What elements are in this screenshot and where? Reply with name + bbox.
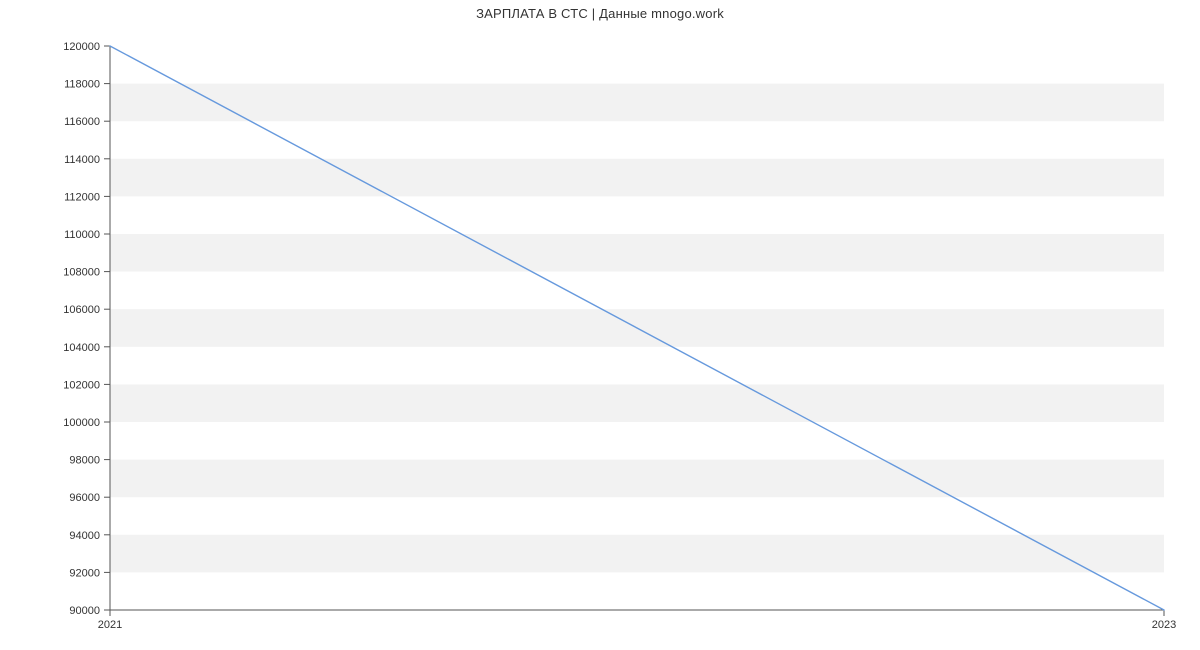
grid-band: [110, 159, 1164, 197]
grid-band: [110, 535, 1164, 573]
x-tick-label: 2021: [98, 619, 122, 631]
y-tick-label: 102000: [63, 379, 100, 391]
salary-line-chart: ЗАРПЛАТА В СТС | Данные mnogo.work 90000…: [0, 0, 1200, 650]
y-tick-label: 90000: [69, 605, 100, 617]
chart-svg: 90000 92000 94000 96000 98000 100000 102000 104…: [0, 0, 1200, 650]
y-tick-label: 104000: [63, 342, 100, 354]
grid-band: [110, 84, 1164, 122]
y-tick-label: 96000: [69, 492, 100, 504]
grid-band: [110, 234, 1164, 272]
y-tick-label: 100000: [63, 417, 100, 429]
grid-band: [110, 384, 1164, 422]
chart-title: ЗАРПЛАТА В СТС | Данные mnogo.work: [0, 6, 1200, 21]
y-tick-label: 120000: [63, 41, 100, 53]
y-tick-label: 110000: [64, 229, 100, 241]
y-tick-label: 116000: [64, 116, 100, 128]
y-tick-label: 108000: [63, 267, 100, 279]
grid-band: [110, 460, 1164, 498]
y-tick-label: 94000: [69, 530, 100, 542]
y-tick-label: 106000: [63, 304, 100, 316]
y-tick-label: 112000: [64, 191, 100, 203]
x-tick-label: 2023: [1152, 619, 1176, 631]
y-tick-label: 92000: [69, 567, 100, 579]
y-tick-label: 98000: [69, 455, 100, 467]
y-tick-label: 114000: [64, 154, 100, 166]
y-tick-label: 118000: [64, 79, 100, 91]
